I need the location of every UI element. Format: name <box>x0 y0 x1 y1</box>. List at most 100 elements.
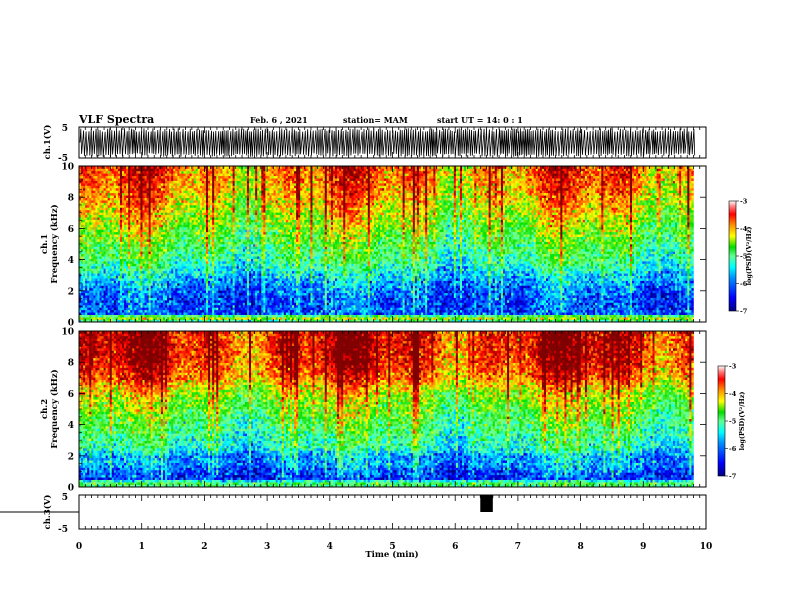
heatmap-cell <box>136 229 139 233</box>
heatmap-cell <box>119 278 123 281</box>
heatmap-cell <box>140 229 143 233</box>
heatmap-cell <box>212 180 215 184</box>
heatmap-cell <box>115 187 119 191</box>
heatmap-cell <box>162 241 166 245</box>
heatmap-cell <box>175 229 178 233</box>
heatmap-cell <box>85 207 88 211</box>
heatmap-cell <box>136 187 139 191</box>
heatmap-cell <box>167 175 170 179</box>
heatmap-cell <box>167 219 170 223</box>
heatmap-cell <box>111 304 115 308</box>
heatmap-cell <box>160 246 164 250</box>
heatmap-cell <box>89 219 92 223</box>
heatmap-cell <box>97 178 100 181</box>
heatmap-cell <box>165 183 168 186</box>
heatmap-cell <box>154 268 158 272</box>
heatmap-cell <box>93 239 96 242</box>
heatmap-cell <box>230 273 233 276</box>
heatmap-cell <box>214 214 217 218</box>
heatmap-cell <box>222 273 225 276</box>
heatmap-cell <box>144 234 147 237</box>
heatmap-cell <box>205 195 209 198</box>
heatmap-cell <box>224 312 227 315</box>
heatmap-cell <box>109 234 113 237</box>
heatmap-cell <box>158 202 162 206</box>
heatmap-cell <box>144 290 147 294</box>
heatmap-cell <box>97 307 100 311</box>
heatmap-cell <box>87 297 90 301</box>
heatmap-cell <box>115 224 119 228</box>
heatmap-cell <box>205 170 209 174</box>
heatmap-cell <box>97 209 100 213</box>
heatmap-cell <box>177 185 180 189</box>
heatmap-cell <box>107 295 111 298</box>
heatmap-cell <box>197 295 201 298</box>
heatmap-cell <box>179 197 182 201</box>
heatmap-cell <box>218 239 221 242</box>
heatmap-cell <box>154 287 158 291</box>
heatmap-cell <box>179 166 182 169</box>
heatmap-cell <box>148 312 151 315</box>
heatmap-cell <box>195 241 199 245</box>
heatmap-cell <box>109 319 113 323</box>
heatmap-cell <box>195 175 199 179</box>
heatmap-cell <box>189 187 192 191</box>
heatmap-cell <box>122 202 125 206</box>
heatmap-cell <box>208 234 211 237</box>
heatmap-cell <box>222 312 225 315</box>
heatmap-cell <box>134 231 137 235</box>
heatmap-cell <box>185 197 188 201</box>
heatmap-cell <box>154 180 158 184</box>
heatmap-cell <box>205 244 209 247</box>
heatmap-cell <box>93 263 96 267</box>
heatmap-cell <box>199 246 203 250</box>
heatmap-cell <box>81 275 84 279</box>
heatmap-cell <box>185 178 188 181</box>
heatmap-cell <box>181 195 184 198</box>
heatmap-cell <box>150 314 154 318</box>
heatmap-cell <box>160 261 164 264</box>
heatmap-cell <box>81 234 84 237</box>
heatmap-cell <box>146 173 149 177</box>
heatmap-cell <box>173 304 176 308</box>
heatmap-cell <box>115 270 119 274</box>
heatmap-cell <box>122 300 125 303</box>
heatmap-cell <box>144 229 147 233</box>
heatmap-cell <box>165 244 168 247</box>
heatmap-cell <box>179 234 182 237</box>
heatmap-cell <box>228 234 231 237</box>
heatmap-cell <box>103 295 106 298</box>
heatmap-cell <box>130 312 133 315</box>
heatmap-cell <box>144 287 147 291</box>
heatmap-cell <box>203 256 207 259</box>
heatmap-cell <box>228 275 231 279</box>
heatmap-cell <box>165 190 168 194</box>
heatmap-cell <box>107 185 111 189</box>
heatmap-cell <box>191 312 194 315</box>
heatmap-cell <box>109 207 113 211</box>
heatmap-cell <box>115 285 119 289</box>
ch1-waveform-xticks <box>78 127 707 158</box>
heatmap-cell <box>203 312 207 315</box>
heatmap-cell <box>162 224 166 228</box>
heatmap-cell <box>175 214 178 218</box>
heatmap-cell <box>210 212 213 216</box>
heatmap-cell <box>191 248 194 252</box>
heatmap-cell <box>115 231 119 235</box>
heatmap-cell <box>160 278 164 281</box>
heatmap-cell <box>210 307 213 311</box>
heatmap-cell <box>138 190 141 194</box>
heatmap-cell <box>195 319 199 323</box>
heatmap-cell <box>101 170 104 174</box>
heatmap-cell <box>134 263 137 267</box>
heatmap-cell <box>126 253 129 257</box>
heatmap-cell <box>148 292 151 296</box>
heatmap-cell <box>148 180 151 184</box>
heatmap-cell <box>97 261 100 264</box>
heatmap-cell <box>142 226 145 230</box>
heatmap-cell <box>181 239 184 242</box>
heatmap-cell <box>173 185 176 189</box>
ch1-waveform-trace <box>79 128 696 157</box>
heatmap-cell <box>152 251 156 255</box>
heatmap-cell <box>165 226 168 230</box>
